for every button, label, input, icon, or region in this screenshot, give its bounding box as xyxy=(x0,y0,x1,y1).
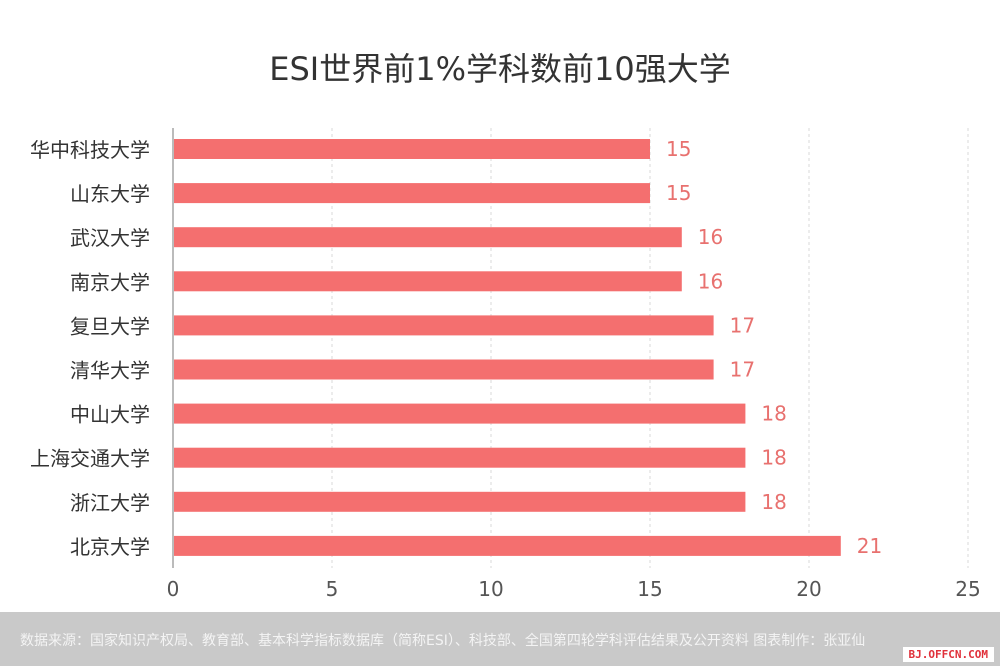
category-label: 北京大学 xyxy=(70,535,150,559)
x-tick-label: 25 xyxy=(955,577,980,601)
data-label: 15 xyxy=(666,137,691,161)
data-label: 17 xyxy=(730,358,755,382)
category-label: 华中科技大学 xyxy=(30,138,150,162)
bar xyxy=(174,535,841,556)
bar xyxy=(174,403,746,424)
chart-title: ESI世界前1%学科数前10强大学 xyxy=(269,50,731,88)
bar xyxy=(174,315,714,336)
x-tick-label: 15 xyxy=(637,577,662,601)
bar-chart: 0 5 10 15 20 25 15 华中科技大学 15 山东大学 16 武汉大学 16 南京大学 17 复旦… xyxy=(30,128,981,601)
category-label: 中山大学 xyxy=(70,403,150,427)
bar xyxy=(174,139,650,159)
bar xyxy=(174,447,746,468)
x-tick-label: 20 xyxy=(796,577,821,601)
data-label: 18 xyxy=(761,446,786,470)
bar xyxy=(174,271,682,292)
data-label: 16 xyxy=(698,269,723,293)
data-label: 21 xyxy=(857,534,882,558)
bar xyxy=(174,227,682,248)
x-tick-label: 5 xyxy=(326,577,339,601)
x-tick-label: 10 xyxy=(478,577,503,601)
category-label: 浙江大学 xyxy=(70,491,150,515)
data-label: 18 xyxy=(761,490,786,514)
data-label: 16 xyxy=(698,225,723,249)
data-label: 15 xyxy=(666,181,691,205)
brand-link[interactable]: BJ.OFFCN.COM xyxy=(902,647,994,662)
bar xyxy=(174,491,746,512)
data-label: 18 xyxy=(761,402,786,426)
footer: 数据来源：国家知识产权局、教育部、基本科学指标数据库（简称ESI）、科技部、全国… xyxy=(0,612,1000,666)
category-label: 清华大学 xyxy=(70,359,150,383)
x-tick-label: 0 xyxy=(167,577,180,601)
category-label: 武汉大学 xyxy=(70,226,150,250)
data-source-text: 数据来源：国家知识产权局、教育部、基本科学指标数据库（简称ESI）、科技部、全国… xyxy=(20,633,866,649)
bar xyxy=(174,359,714,380)
category-label: 南京大学 xyxy=(70,270,150,294)
category-label: 复旦大学 xyxy=(70,314,150,338)
bar xyxy=(174,183,650,204)
data-label: 17 xyxy=(730,313,755,337)
category-label: 山东大学 xyxy=(70,182,150,206)
category-label: 上海交通大学 xyxy=(30,447,150,471)
